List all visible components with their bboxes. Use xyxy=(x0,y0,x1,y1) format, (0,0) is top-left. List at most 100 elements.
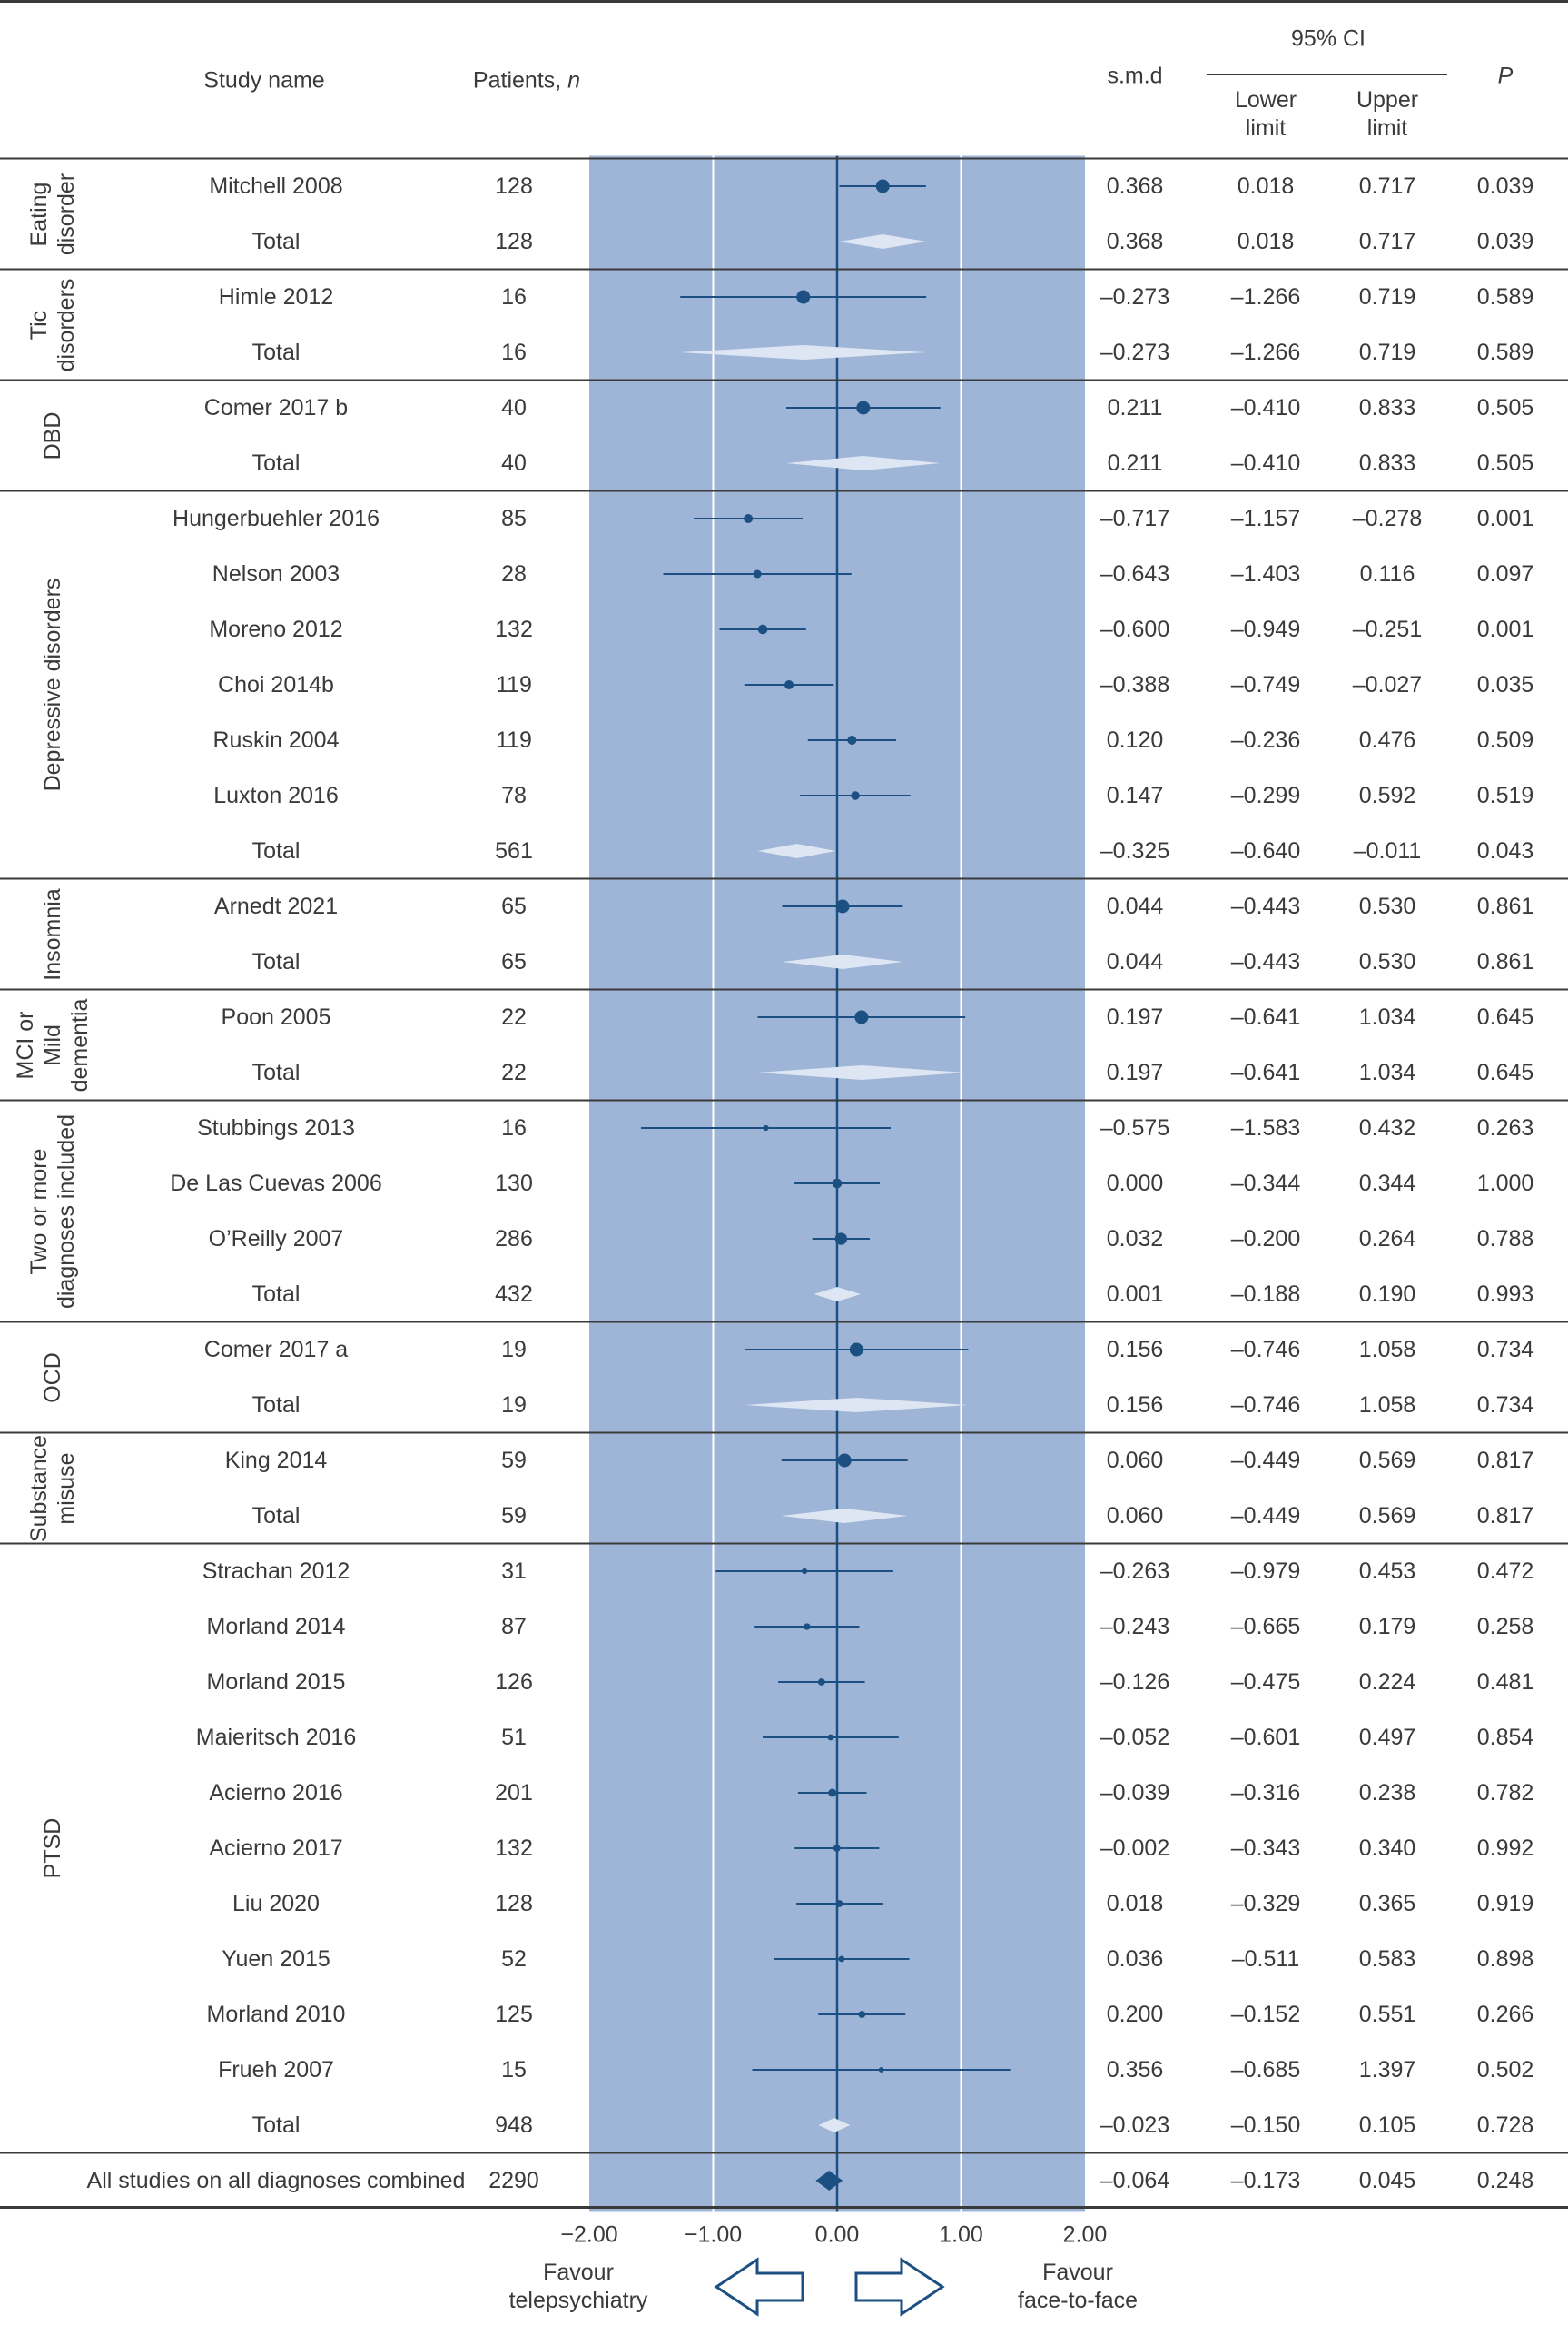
ci-lower-value: –0.410 xyxy=(1230,395,1301,420)
smd-value: 0.120 xyxy=(1106,727,1164,753)
smd-value: –0.002 xyxy=(1100,1835,1170,1861)
p-value: 0.788 xyxy=(1476,1226,1534,1252)
p-value: 0.854 xyxy=(1476,1725,1534,1750)
group-label-line: MCI or xyxy=(13,1011,38,1080)
patients-count: 59 xyxy=(501,1503,527,1529)
patients-count: 40 xyxy=(501,450,527,476)
smd-value: 0.001 xyxy=(1106,1281,1164,1307)
p-value: 0.481 xyxy=(1476,1669,1534,1695)
ci-upper-value: 1.397 xyxy=(1358,2057,1416,2083)
overall-ci-upper-value: 0.045 xyxy=(1358,2168,1416,2193)
smd-value: –0.575 xyxy=(1100,1115,1170,1141)
p-value: 0.035 xyxy=(1476,672,1534,698)
study-name: De Las Cuevas 2006 xyxy=(170,1171,382,1196)
p-value: 0.861 xyxy=(1476,894,1534,919)
p-value: 0.509 xyxy=(1476,727,1534,753)
smd-value: –0.039 xyxy=(1100,1780,1170,1806)
header-lower-limit: Lower limit xyxy=(1234,87,1297,141)
arrow-left-icon xyxy=(714,2257,804,2317)
smd-value: 0.156 xyxy=(1106,1392,1164,1418)
p-value: 0.043 xyxy=(1476,838,1534,864)
patients-count: 130 xyxy=(495,1171,533,1196)
favour-telepsychiatry-label: Favour telepsychiatry xyxy=(508,2260,648,2313)
patients-count: 87 xyxy=(501,1614,527,1639)
patients-count: 65 xyxy=(501,949,527,975)
header-upper-limit: Upper limit xyxy=(1356,87,1419,141)
p-value: 0.001 xyxy=(1476,506,1534,531)
ci-header-rule xyxy=(1207,74,1447,75)
p-value: 0.782 xyxy=(1476,1780,1534,1806)
ci-upper-value: 1.058 xyxy=(1358,1392,1416,1418)
patients-count: 19 xyxy=(501,1392,527,1418)
ci-upper-value: –0.278 xyxy=(1352,506,1423,531)
ci-lower-value: –0.601 xyxy=(1230,1725,1301,1750)
patients-count: 119 xyxy=(496,727,532,753)
smd-value: –0.273 xyxy=(1100,284,1170,310)
group-total-label: Total xyxy=(251,2112,301,2138)
group-total-label: Total xyxy=(251,340,301,365)
p-value: 0.097 xyxy=(1476,561,1534,587)
p-value: 0.734 xyxy=(1476,1337,1534,1362)
study-name: Choi 2014b xyxy=(218,672,334,698)
p-value: 0.472 xyxy=(1476,1558,1534,1584)
study-name: Liu 2020 xyxy=(232,1891,320,1916)
ci-lower-value: –0.299 xyxy=(1230,783,1301,808)
group-label-line: Two or more xyxy=(26,1148,52,1274)
smd-value: 0.197 xyxy=(1106,1060,1164,1085)
ci-lower-value: –0.200 xyxy=(1230,1226,1301,1252)
study-name: Luxton 2016 xyxy=(213,783,339,808)
group-label: Two or more diagnoses included xyxy=(25,1113,80,1308)
ci-upper-value: 0.833 xyxy=(1358,395,1416,420)
ci-upper-value: 0.719 xyxy=(1358,340,1416,365)
ci-lower-value: –0.449 xyxy=(1230,1448,1301,1473)
smd-value: 0.211 xyxy=(1107,395,1163,420)
effect-point xyxy=(834,1232,848,1245)
ci-upper-value: 0.453 xyxy=(1358,1558,1416,1584)
ci-upper-value: 0.264 xyxy=(1358,1226,1416,1252)
p-value: 0.919 xyxy=(1476,1891,1534,1916)
patients-count: 126 xyxy=(495,1669,533,1695)
group-label: Eating disorder xyxy=(25,173,80,254)
effect-point xyxy=(878,2067,884,2073)
patients-count: 119 xyxy=(496,672,532,698)
group-summary-diamond xyxy=(680,345,927,360)
ci-lower-value: –0.150 xyxy=(1230,2112,1301,2138)
effect-point xyxy=(827,1734,834,1741)
study-name: Comer 2017 b xyxy=(203,395,349,420)
group-summary-diamond xyxy=(839,234,926,249)
study-name: Moreno 2012 xyxy=(209,617,343,642)
ci-upper-value: 0.432 xyxy=(1358,1115,1416,1141)
ci-upper-value: 0.179 xyxy=(1358,1614,1416,1639)
p-value: 0.898 xyxy=(1476,1946,1534,1972)
study-name: Mitchell 2008 xyxy=(209,173,343,199)
smd-value: 0.156 xyxy=(1106,1337,1164,1362)
patients-count: 51 xyxy=(501,1725,527,1750)
group-total-label: Total xyxy=(251,229,301,254)
study-name: O’Reilly 2007 xyxy=(208,1226,344,1252)
study-name: Ruskin 2004 xyxy=(212,727,340,753)
ci-upper-value: 0.365 xyxy=(1358,1891,1416,1916)
smd-value: 0.200 xyxy=(1106,2002,1164,2027)
ci-lower-value: –0.188 xyxy=(1230,1281,1301,1307)
patients-count: 16 xyxy=(501,340,527,365)
ci-upper-value: 0.476 xyxy=(1358,727,1416,753)
study-name: Yuen 2015 xyxy=(222,1946,330,1972)
effect-point xyxy=(847,735,857,746)
study-name: Arnedt 2021 xyxy=(213,894,339,919)
smd-value: 0.032 xyxy=(1106,1226,1164,1252)
ci-upper-value: 0.569 xyxy=(1358,1448,1416,1473)
group-label-line: Depressive disorders xyxy=(40,578,65,792)
smd-value: –0.126 xyxy=(1100,1669,1170,1695)
group-label-line: OCD xyxy=(40,1351,65,1403)
ci-upper-value: 0.344 xyxy=(1358,1171,1416,1196)
smd-value: 0.197 xyxy=(1106,1004,1164,1030)
effect-point xyxy=(784,679,794,690)
ci-upper-value: 1.034 xyxy=(1358,1060,1416,1085)
ci-lower-value: –0.443 xyxy=(1230,949,1301,975)
group-label: Depressive disorders xyxy=(39,579,66,792)
ci-lower-value: –0.749 xyxy=(1230,672,1301,698)
smd-value: 0.356 xyxy=(1106,2057,1164,2083)
group-label-line: disorders xyxy=(54,278,79,371)
ci-lower-value: –0.443 xyxy=(1230,894,1301,919)
favour-face-to-face-label: Favour face-to-face xyxy=(1017,2260,1139,2313)
